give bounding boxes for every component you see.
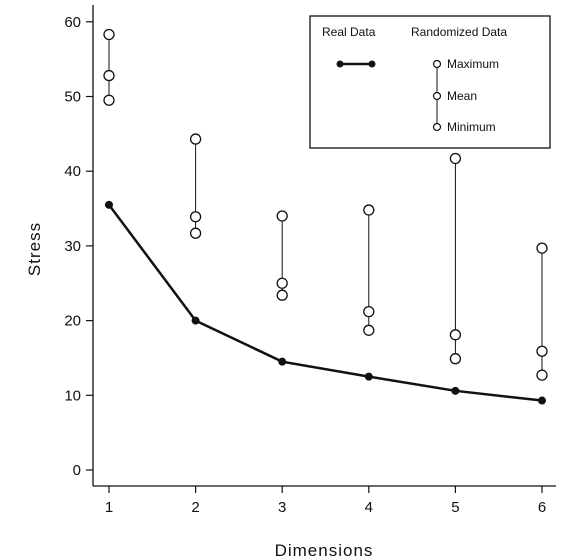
y-tick-label: 30 bbox=[64, 238, 81, 255]
randomized-mean-point bbox=[364, 307, 374, 317]
randomized-mean-point bbox=[191, 212, 201, 222]
real-data-line bbox=[109, 205, 542, 401]
legend-random-header: Randomized Data bbox=[411, 25, 507, 39]
legend-real-marker-left bbox=[337, 61, 344, 68]
x-tick-label: 4 bbox=[365, 499, 373, 516]
y-tick-label: 10 bbox=[64, 387, 81, 404]
real-data-point bbox=[192, 317, 200, 325]
randomized-maximum-point bbox=[537, 243, 547, 253]
real-data-point bbox=[365, 373, 373, 381]
x-tick-label: 5 bbox=[451, 499, 459, 516]
legend-maximum-label: Maximum bbox=[447, 57, 499, 71]
legend: Real Data Randomized Data Maximum Mean M… bbox=[310, 16, 550, 148]
randomized-minimum-point bbox=[277, 290, 287, 300]
legend-real-header: Real Data bbox=[322, 25, 376, 39]
y-tick-label: 50 bbox=[64, 89, 81, 106]
y-axis-title: Stress bbox=[25, 222, 44, 276]
randomized-maximum-point bbox=[277, 211, 287, 221]
randomized-maximum-point bbox=[104, 29, 114, 39]
legend-maximum-marker bbox=[434, 61, 441, 68]
randomized-mean-point bbox=[537, 346, 547, 356]
y-tick-label: 60 bbox=[64, 14, 81, 31]
y-tick-label: 40 bbox=[64, 163, 81, 180]
randomized-mean-point bbox=[104, 71, 114, 81]
x-tick-label: 3 bbox=[278, 499, 286, 516]
randomized-maximum-point bbox=[364, 205, 374, 215]
randomized-minimum-point bbox=[537, 370, 547, 380]
y-ticks: 0 10 20 30 40 50 60 bbox=[64, 14, 93, 479]
legend-mean-marker bbox=[434, 93, 441, 100]
randomized-mean-point bbox=[450, 330, 460, 340]
real-data-point bbox=[451, 387, 459, 395]
y-tick-label: 0 bbox=[73, 462, 81, 479]
real-data-marks bbox=[105, 201, 546, 405]
x-axis-title: Dimensions bbox=[275, 541, 374, 560]
randomized-maximum-point bbox=[191, 134, 201, 144]
real-data-point bbox=[105, 201, 113, 209]
legend-minimum-marker bbox=[434, 124, 441, 131]
randomized-mean-point bbox=[277, 278, 287, 288]
x-tick-label: 6 bbox=[538, 499, 546, 516]
randomized-minimum-point bbox=[364, 325, 374, 335]
legend-minimum-label: Minimum bbox=[447, 120, 496, 134]
y-tick-label: 20 bbox=[64, 313, 81, 330]
randomized-minimum-point bbox=[104, 95, 114, 105]
randomized-minimum-point bbox=[450, 354, 460, 364]
legend-mean-label: Mean bbox=[447, 89, 477, 103]
real-data-point bbox=[278, 358, 286, 366]
x-tick-label: 1 bbox=[105, 499, 113, 516]
randomized-minimum-point bbox=[191, 228, 201, 238]
x-ticks: 1 2 3 4 5 6 bbox=[105, 486, 546, 516]
randomized-maximum-point bbox=[450, 154, 460, 164]
x-tick-label: 2 bbox=[191, 499, 199, 516]
legend-real-marker-right bbox=[369, 61, 376, 68]
real-data-point bbox=[538, 397, 546, 405]
